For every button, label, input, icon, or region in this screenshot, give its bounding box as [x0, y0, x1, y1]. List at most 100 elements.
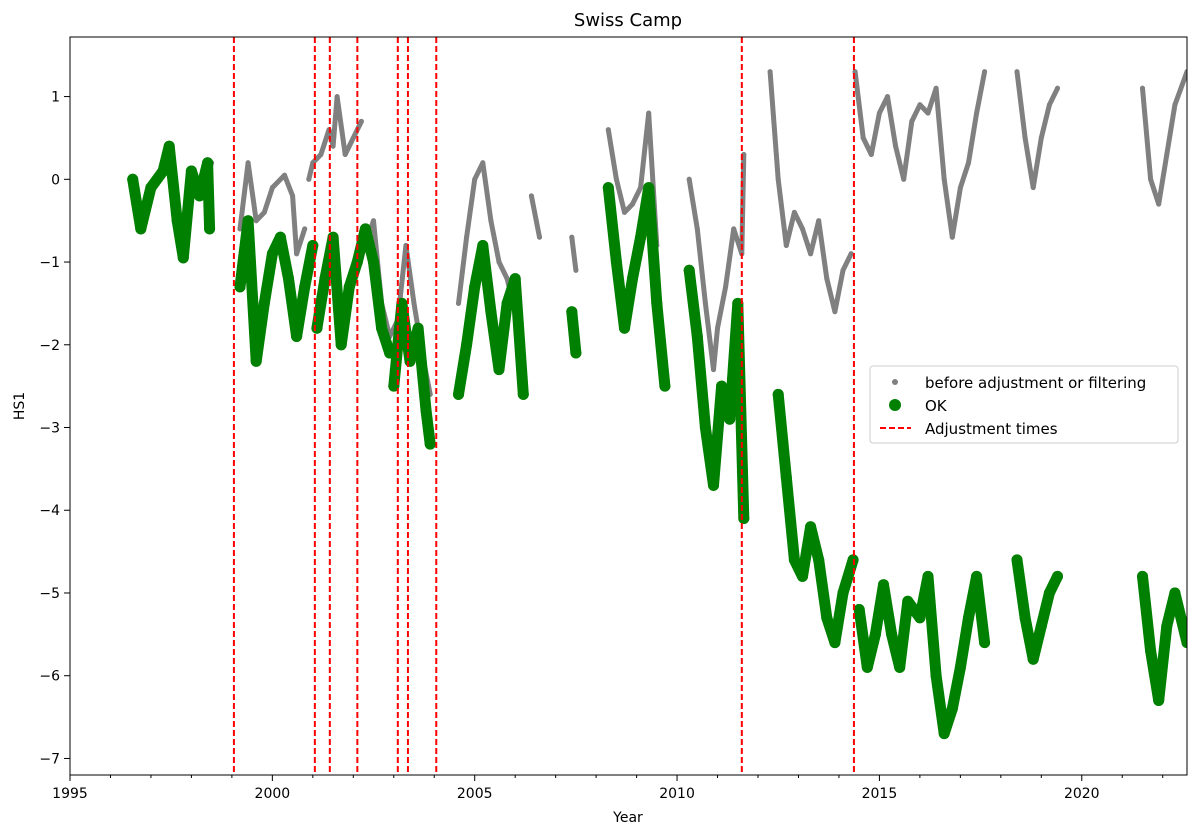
data-point [343, 281, 355, 293]
data-point [1046, 102, 1052, 108]
data-point [517, 388, 529, 400]
x-tick-label: 2020 [1064, 786, 1100, 802]
data-point [716, 380, 728, 392]
data-point [456, 300, 461, 306]
data-point [949, 234, 955, 240]
series-segment [772, 388, 859, 649]
data-point [335, 339, 347, 351]
data-point [127, 173, 139, 185]
data-point [966, 160, 971, 166]
data-point [242, 215, 254, 227]
data-point [163, 140, 175, 152]
data-point [885, 94, 890, 100]
legend-marker-before [892, 379, 898, 385]
data-point [805, 521, 817, 533]
data-point [396, 297, 408, 309]
data-point [145, 182, 157, 194]
data-point [204, 223, 216, 235]
data-point [194, 190, 205, 202]
x-axis-label: Year [612, 810, 643, 826]
x-tick-label: 2005 [457, 786, 493, 802]
data-point [135, 223, 147, 235]
data-point [1035, 620, 1047, 632]
data-point [715, 325, 720, 331]
data-point [974, 110, 980, 116]
data-point [488, 218, 494, 224]
data-point [878, 579, 889, 591]
data-point [306, 176, 312, 182]
data-point [909, 118, 915, 124]
data-point [258, 297, 270, 309]
data-point [282, 172, 287, 178]
data-point [651, 297, 663, 309]
data-point [1011, 554, 1023, 566]
data-point [732, 297, 744, 309]
data-point [1055, 85, 1060, 91]
data-point [708, 479, 719, 491]
data-point [1030, 185, 1036, 191]
data-point [412, 322, 424, 334]
data-point [619, 322, 630, 334]
data-point [829, 637, 841, 649]
data-point [302, 226, 308, 232]
legend-label-before: before adjustment or filtering [925, 374, 1146, 392]
data-point [724, 413, 736, 425]
data-point [894, 661, 906, 673]
data-point [477, 240, 489, 251]
data-point [775, 176, 781, 182]
data-point [485, 306, 497, 318]
data-point [185, 165, 197, 177]
plot-area [127, 69, 1187, 740]
data-point [630, 201, 635, 207]
data-point [291, 331, 303, 342]
data-point [886, 628, 898, 640]
data-point [461, 339, 473, 351]
data-point [569, 234, 575, 240]
data-point [610, 256, 622, 268]
data-point [963, 612, 974, 624]
data-point [1043, 587, 1055, 599]
data-point [869, 628, 881, 640]
data-point [250, 355, 262, 367]
data-point [930, 670, 942, 682]
data-point [537, 234, 542, 240]
y-tick-label: −4 [39, 503, 60, 519]
data-point [702, 300, 708, 306]
data-point [290, 193, 296, 199]
data-point [1169, 587, 1181, 599]
data-point [319, 273, 331, 285]
data-point [266, 248, 278, 260]
data-point [234, 281, 246, 293]
data-point [330, 143, 336, 149]
data-point [1153, 695, 1165, 706]
data-point [573, 267, 579, 273]
data-point [237, 226, 243, 232]
y-tick-label: 1 [51, 90, 60, 106]
legend: before adjustment or filtering OK Adjust… [869, 365, 1179, 444]
data-point [261, 209, 267, 215]
data-point [954, 661, 966, 673]
data-point [1161, 620, 1173, 632]
data-point [808, 251, 814, 257]
axes-frame [69, 36, 1188, 776]
series-segment [456, 160, 518, 315]
series-segment [1140, 69, 1187, 207]
data-point [643, 182, 655, 194]
data-point [566, 306, 578, 318]
data-point [659, 380, 671, 392]
data-point [797, 570, 808, 582]
data-point [253, 218, 259, 224]
data-point [832, 309, 838, 315]
data-point [699, 422, 711, 433]
y-tick-label: −3 [39, 421, 60, 437]
data-point [411, 300, 417, 306]
data-point [933, 85, 939, 91]
y-tick-label: −5 [39, 586, 60, 602]
legend-label-ok: OK [925, 397, 948, 415]
data-point [848, 251, 854, 257]
data-point [914, 612, 926, 624]
y-tick-label: −7 [39, 751, 60, 767]
adjustment-lines [232, 37, 855, 775]
data-point [334, 94, 340, 100]
data-point [283, 273, 294, 285]
